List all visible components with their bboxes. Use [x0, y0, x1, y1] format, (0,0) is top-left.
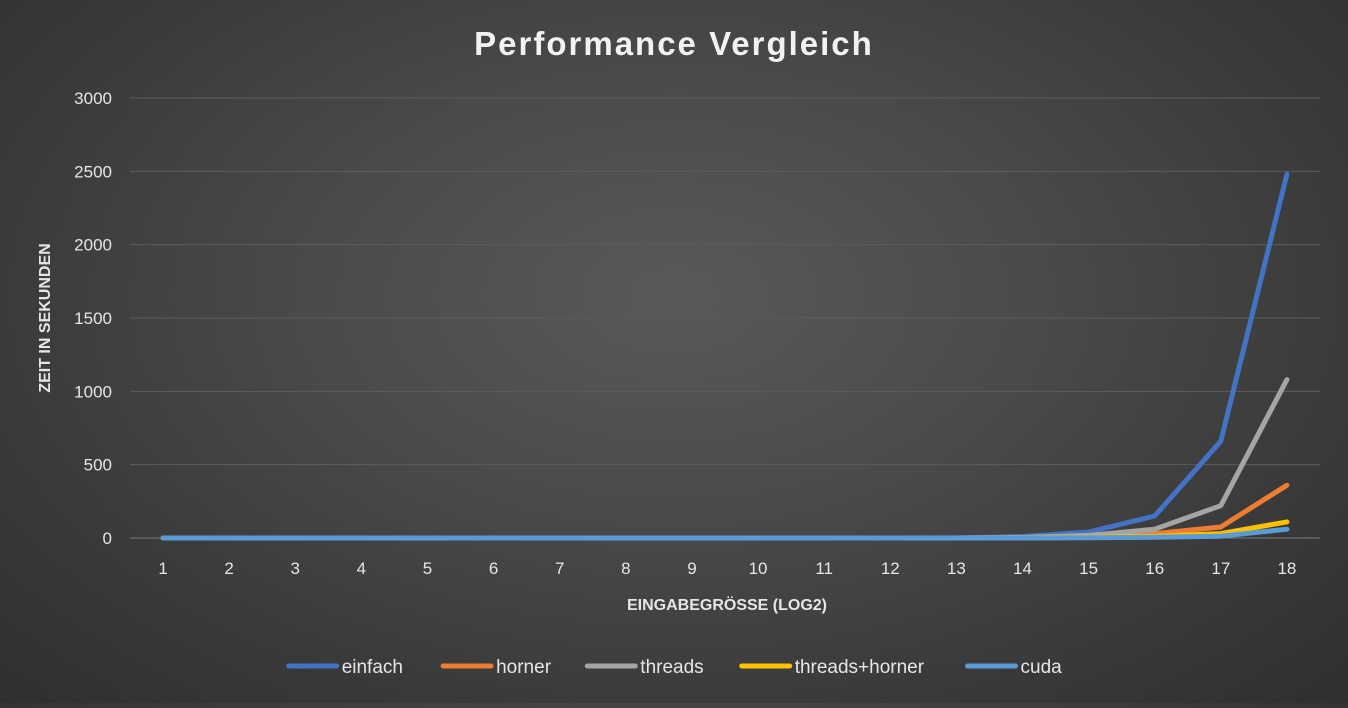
x-tick-label: 14 — [1013, 559, 1032, 578]
x-tick-label: 18 — [1277, 559, 1296, 578]
gridlines — [130, 97, 1320, 539]
legend-item: threads — [584, 657, 704, 678]
x-tick-label: 6 — [489, 559, 498, 578]
y-tick-label: 500 — [84, 456, 112, 475]
y-tick-label: 2000 — [74, 236, 112, 255]
legend-item: cuda — [965, 657, 1063, 678]
y-axis-label: ZEIT IN SEKUNDEN — [37, 243, 54, 392]
series-line-cuda — [160, 526, 1290, 541]
legend-item: einfach — [286, 657, 403, 678]
legend-label: horner — [496, 657, 552, 678]
chart-title: Performance Vergleich — [474, 25, 874, 62]
y-tick-label: 0 — [103, 529, 112, 548]
x-tick-label: 2 — [224, 559, 233, 578]
series-line-horner — [160, 482, 1290, 541]
x-tick-label: 12 — [881, 559, 900, 578]
x-tick-label: 3 — [291, 559, 300, 578]
x-tick-label: 11 — [815, 559, 833, 578]
y-tick-label: 2500 — [74, 162, 112, 181]
x-tick-label: 15 — [1079, 559, 1098, 578]
x-tick-label: 17 — [1211, 559, 1230, 578]
y-tick-label: 3000 — [74, 89, 112, 108]
legend-label: threads+horner — [795, 657, 925, 678]
x-tick-label: 8 — [621, 559, 630, 578]
x-tick-label: 10 — [749, 559, 768, 578]
x-tick-label: 16 — [1145, 559, 1164, 578]
y-tick-label: 1500 — [74, 309, 112, 328]
legend-label: einfach — [342, 657, 403, 678]
legend-label: cuda — [1021, 657, 1063, 678]
data-series — [160, 171, 1290, 541]
x-tick-label: 13 — [947, 559, 966, 578]
x-tick-label: 1 — [158, 559, 167, 578]
x-tick-label: 4 — [357, 559, 366, 578]
legend-item: horner — [440, 657, 552, 678]
x-tick-label: 5 — [423, 559, 432, 578]
legend: einfach horner threads threads+horner cuda — [286, 657, 1063, 678]
x-axis-tick-labels: 1 2 3 4 5 6 7 8 9 10 11 12 13 14 15 16 17 18 — [158, 559, 1296, 578]
x-tick-label: 7 — [555, 559, 564, 578]
x-axis-label: EINGABEGRÖSSE (LOG2) — [627, 595, 827, 614]
y-axis-tick-labels: 0 500 1000 1500 2000 2500 3000 — [74, 89, 112, 548]
legend-item: threads+horner — [739, 657, 925, 678]
legend-label: threads — [640, 657, 703, 678]
series-line-threads — [160, 377, 1290, 541]
y-tick-label: 1000 — [74, 382, 112, 401]
x-tick-label: 9 — [687, 559, 696, 578]
series-line-einfach — [160, 171, 1290, 541]
